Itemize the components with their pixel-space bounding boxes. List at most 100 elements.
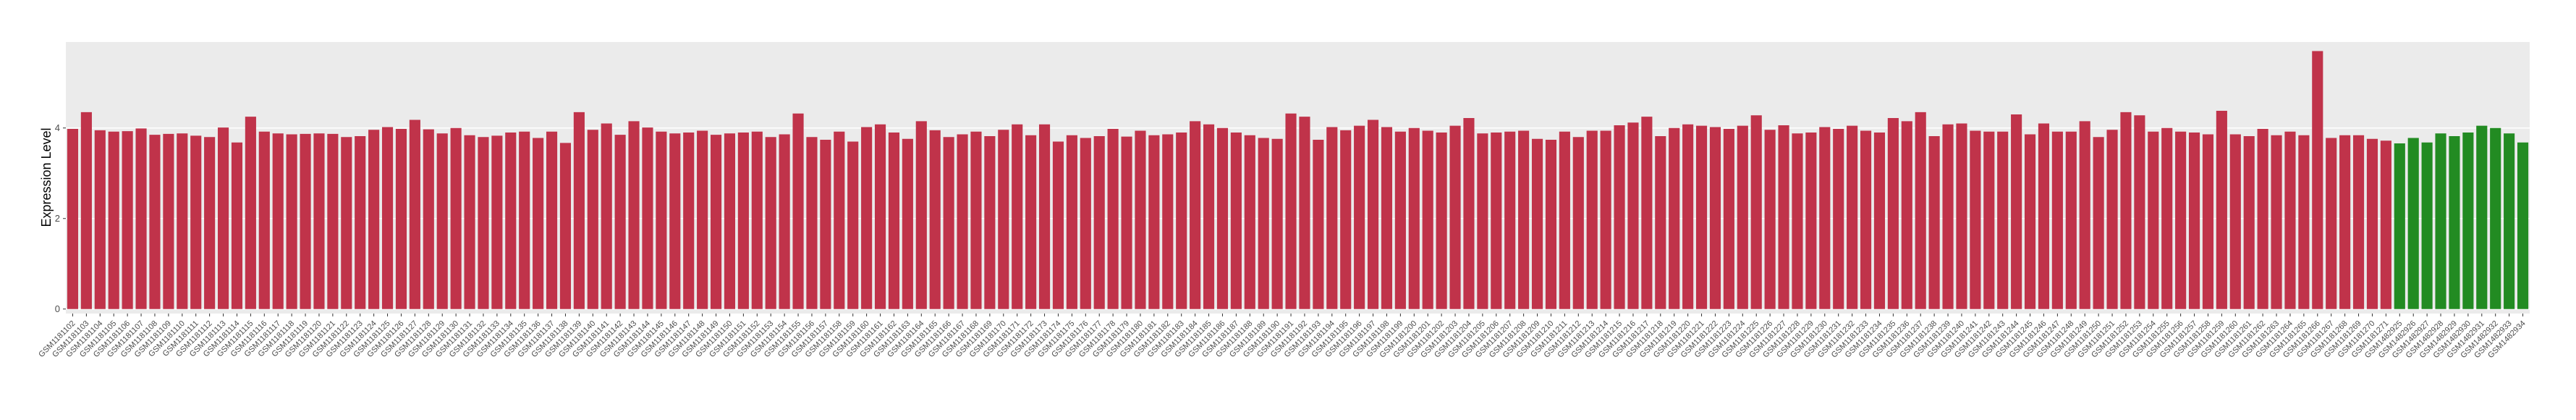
bar (1244, 135, 1255, 309)
bar (1066, 135, 1077, 309)
bar (2326, 138, 2337, 309)
bar (327, 133, 339, 309)
bar (2284, 131, 2296, 309)
bar (1915, 112, 1926, 309)
bar (245, 117, 256, 309)
bar (737, 133, 749, 309)
bar (423, 129, 434, 309)
bar (409, 119, 420, 309)
bar (1422, 130, 1433, 309)
bar (2216, 111, 2227, 309)
bar (1887, 118, 1899, 309)
bar (2312, 51, 2323, 309)
bar (1847, 125, 1858, 309)
bar (2298, 135, 2310, 309)
bar (1709, 127, 1721, 309)
bar (614, 135, 626, 309)
bar (970, 131, 982, 309)
bar (1545, 140, 1557, 309)
bar (2380, 140, 2391, 309)
bar (915, 121, 927, 309)
plot-panel (66, 42, 2530, 314)
bar (1901, 121, 1912, 309)
bar (1012, 124, 1023, 309)
bar (381, 127, 394, 309)
bar (697, 130, 708, 309)
bar (1340, 130, 1352, 309)
bar (1436, 133, 1447, 309)
bar (2175, 131, 2187, 309)
bar (1737, 125, 1748, 309)
bar (1162, 134, 1174, 309)
bar (1408, 127, 1420, 309)
bar (505, 133, 517, 309)
bar (792, 113, 804, 309)
bar (957, 134, 968, 309)
bar (190, 135, 202, 309)
bar (765, 137, 776, 309)
bar (1669, 127, 1680, 309)
bar (847, 141, 859, 309)
bar (272, 133, 284, 309)
bar (135, 128, 147, 309)
bar (1025, 135, 1037, 309)
bar (2449, 136, 2460, 309)
bar (1394, 131, 1406, 309)
bar (1230, 133, 1242, 309)
bar (122, 131, 133, 309)
bar (258, 131, 270, 309)
bar (533, 138, 544, 309)
bar (2148, 131, 2159, 309)
bar (2093, 137, 2104, 309)
bar (601, 123, 612, 309)
bar (341, 137, 352, 309)
bar (204, 137, 216, 309)
bar (300, 133, 311, 309)
bar (1956, 123, 1967, 309)
bar (368, 130, 380, 309)
bar (683, 133, 695, 309)
bar (710, 135, 722, 309)
bar (2435, 133, 2446, 309)
bar (1586, 130, 1598, 309)
bar (80, 112, 92, 309)
bar (2407, 138, 2419, 309)
bar (2202, 134, 2214, 309)
bar (177, 133, 188, 309)
bar (2421, 142, 2433, 309)
bar (1504, 131, 1516, 309)
bar (450, 127, 462, 309)
bar (2257, 129, 2268, 309)
bar (984, 136, 996, 309)
bar (998, 130, 1009, 309)
bar (1942, 124, 1954, 309)
bar (1833, 129, 1844, 309)
bar (1531, 138, 1543, 309)
bar (806, 137, 818, 309)
bar (2352, 135, 2365, 309)
bar (1491, 133, 1502, 309)
bar (355, 136, 366, 309)
bar (464, 135, 475, 309)
bar (1764, 130, 1776, 309)
bar (888, 133, 900, 309)
bar (642, 127, 653, 309)
bar (1313, 140, 1324, 309)
bar (820, 140, 831, 309)
bar (1258, 138, 1269, 309)
bar (1600, 130, 1611, 309)
bar (751, 131, 763, 309)
bar (1477, 133, 1488, 309)
bar (1271, 138, 1283, 309)
bar (2134, 115, 2145, 309)
bar (1148, 135, 1160, 309)
bar (559, 143, 572, 309)
bar (1203, 124, 1215, 309)
bar (1695, 125, 1708, 309)
bar (669, 133, 681, 309)
bar (1792, 133, 1803, 309)
bar (67, 129, 79, 309)
bar (2038, 123, 2050, 309)
bar (519, 131, 530, 309)
bar (779, 134, 790, 309)
